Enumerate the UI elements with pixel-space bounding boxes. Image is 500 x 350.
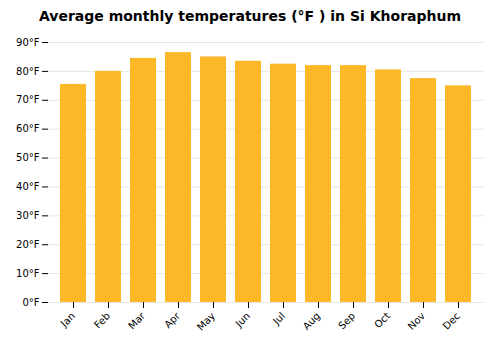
svg-text:Jan: Jan [58,310,77,329]
svg-text:40°F: 40°F [16,181,40,192]
svg-text:90°F: 90°F [16,37,40,48]
svg-text:30°F: 30°F [16,210,40,221]
svg-text:Mar: Mar [126,310,148,332]
svg-text:80°F: 80°F [16,66,40,77]
svg-text:Jun: Jun [233,310,253,330]
svg-text:May: May [195,310,217,332]
svg-text:Oct: Oct [372,310,392,330]
html-text:Average monthly temperatures (: Average monthly temperatures (°F ) in Si… [39,8,461,24]
svg-text:Apr: Apr [162,310,183,331]
svg-text:20°F: 20°F [16,239,40,250]
svg-text:70°F: 70°F [16,94,40,105]
svg-text:Dec: Dec [441,310,462,331]
svg-text:Sep: Sep [336,310,357,331]
svg-text:0°F: 0°F [22,297,39,308]
svg-text:60°F: 60°F [16,123,40,134]
svg-text:Feb: Feb [92,310,112,330]
svg-text:10°F: 10°F [16,268,40,279]
svg-text:Aug: Aug [301,310,323,332]
svg-text:Nov: Nov [406,310,428,332]
svg-text:Jul: Jul [270,310,287,327]
svg-text:50°F: 50°F [16,152,40,163]
